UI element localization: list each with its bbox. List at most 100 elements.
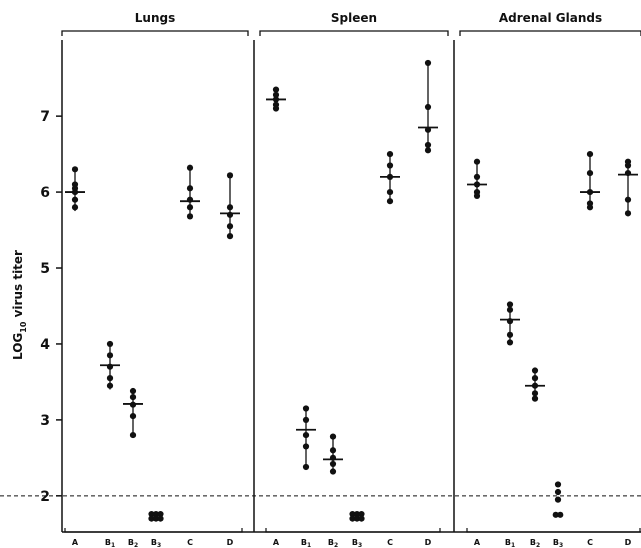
data-point [129,431,137,439]
data-point [106,340,114,348]
y-axis-label-rest: virus titer [11,250,25,322]
x-tick-sub: 1 [111,542,115,548]
data-point [186,185,194,192]
data-point [329,433,337,440]
x-tick-label: D [227,538,234,547]
data-point [148,510,155,518]
x-tick-main: B [105,538,111,547]
data-point [353,510,361,518]
data-point [386,198,394,205]
data-point [226,172,234,179]
x-tick-main: A [72,538,79,547]
x-tick-main: C [187,538,193,547]
data-point [226,211,234,218]
data-point [386,188,394,196]
x-tick-sub: 3 [157,542,161,548]
data-point [424,147,432,154]
x-tick-label: C [187,538,193,547]
data-point [71,204,79,211]
data-point [353,515,361,522]
x-tick-label: D [425,538,432,547]
data-point [329,447,337,454]
data-point [473,158,481,165]
data-point [624,196,632,203]
data-point [186,213,194,220]
x-tick-label: A [72,538,79,547]
data-point [129,412,137,420]
data-point [302,443,310,450]
x-tick-main: B [505,538,511,547]
data-point [186,204,194,211]
x-tick-sub: 1 [511,542,515,548]
data-point [129,401,137,408]
data-point [302,463,310,471]
data-point [386,173,394,180]
x-tick-main: C [387,538,393,547]
data-point [424,59,432,67]
x-tick-sub: 3 [358,542,362,548]
data-point [552,511,559,518]
data-point [157,510,164,518]
x-tick-label: A [474,538,481,547]
x-tick-label: B1 [505,538,515,548]
data-point [386,162,394,169]
x-tick-label: B2 [328,538,338,548]
data-point [226,204,234,211]
y-tick-label: 3 [40,413,50,429]
data-point [71,188,79,196]
y-tick-label: 7 [40,109,50,125]
data-point [329,460,337,468]
y-axis-label: LOG10 virus titer [11,250,28,360]
data-point [624,162,632,169]
data-point [349,510,356,518]
x-tick-label: B2 [530,538,540,548]
data-point [586,151,594,158]
panel-bottom-bracket [466,528,641,533]
data-point [624,169,632,177]
data-point [226,223,234,230]
data-point [186,164,194,171]
x-tick-label: A [273,538,280,547]
data-point [586,169,594,177]
data-point [473,192,481,199]
x-tick-label: B3 [151,538,161,548]
data-point [624,210,632,217]
x-tick-main: D [425,538,432,547]
data-point [531,382,539,389]
data-point [129,387,137,395]
y-tick-label: 2 [40,489,50,505]
data-point [157,515,164,522]
y-axis-label-sub: 10 [19,321,28,333]
data-point [473,173,481,180]
data-point [424,103,432,111]
x-tick-main: B [352,538,358,547]
x-tick-main: A [474,538,481,547]
data-point [106,382,114,389]
x-tick-label: C [387,538,393,547]
data-point [152,515,160,522]
data-point [531,367,539,374]
panel-title: Adrenal Glands [499,11,602,25]
x-tick-main: B [128,538,134,547]
data-point [506,301,514,308]
x-tick-label: B1 [301,538,311,548]
data-point [186,196,194,203]
data-point [424,141,432,149]
data-point [586,188,594,196]
data-point [386,151,394,158]
panel-bottom-bracket [64,528,243,533]
x-tick-main: B [553,538,559,547]
data-point [531,375,539,382]
y-tick-label: 4 [40,337,50,353]
data-point [106,375,114,382]
data-point [272,91,280,98]
panel-title: Spleen [331,11,377,25]
x-tick-label: B1 [105,538,115,548]
y-axis-label-main: LOG [11,333,25,360]
data-point [358,510,365,518]
data-point [424,126,432,133]
data-point [129,394,137,401]
panel-bracket [259,30,449,36]
